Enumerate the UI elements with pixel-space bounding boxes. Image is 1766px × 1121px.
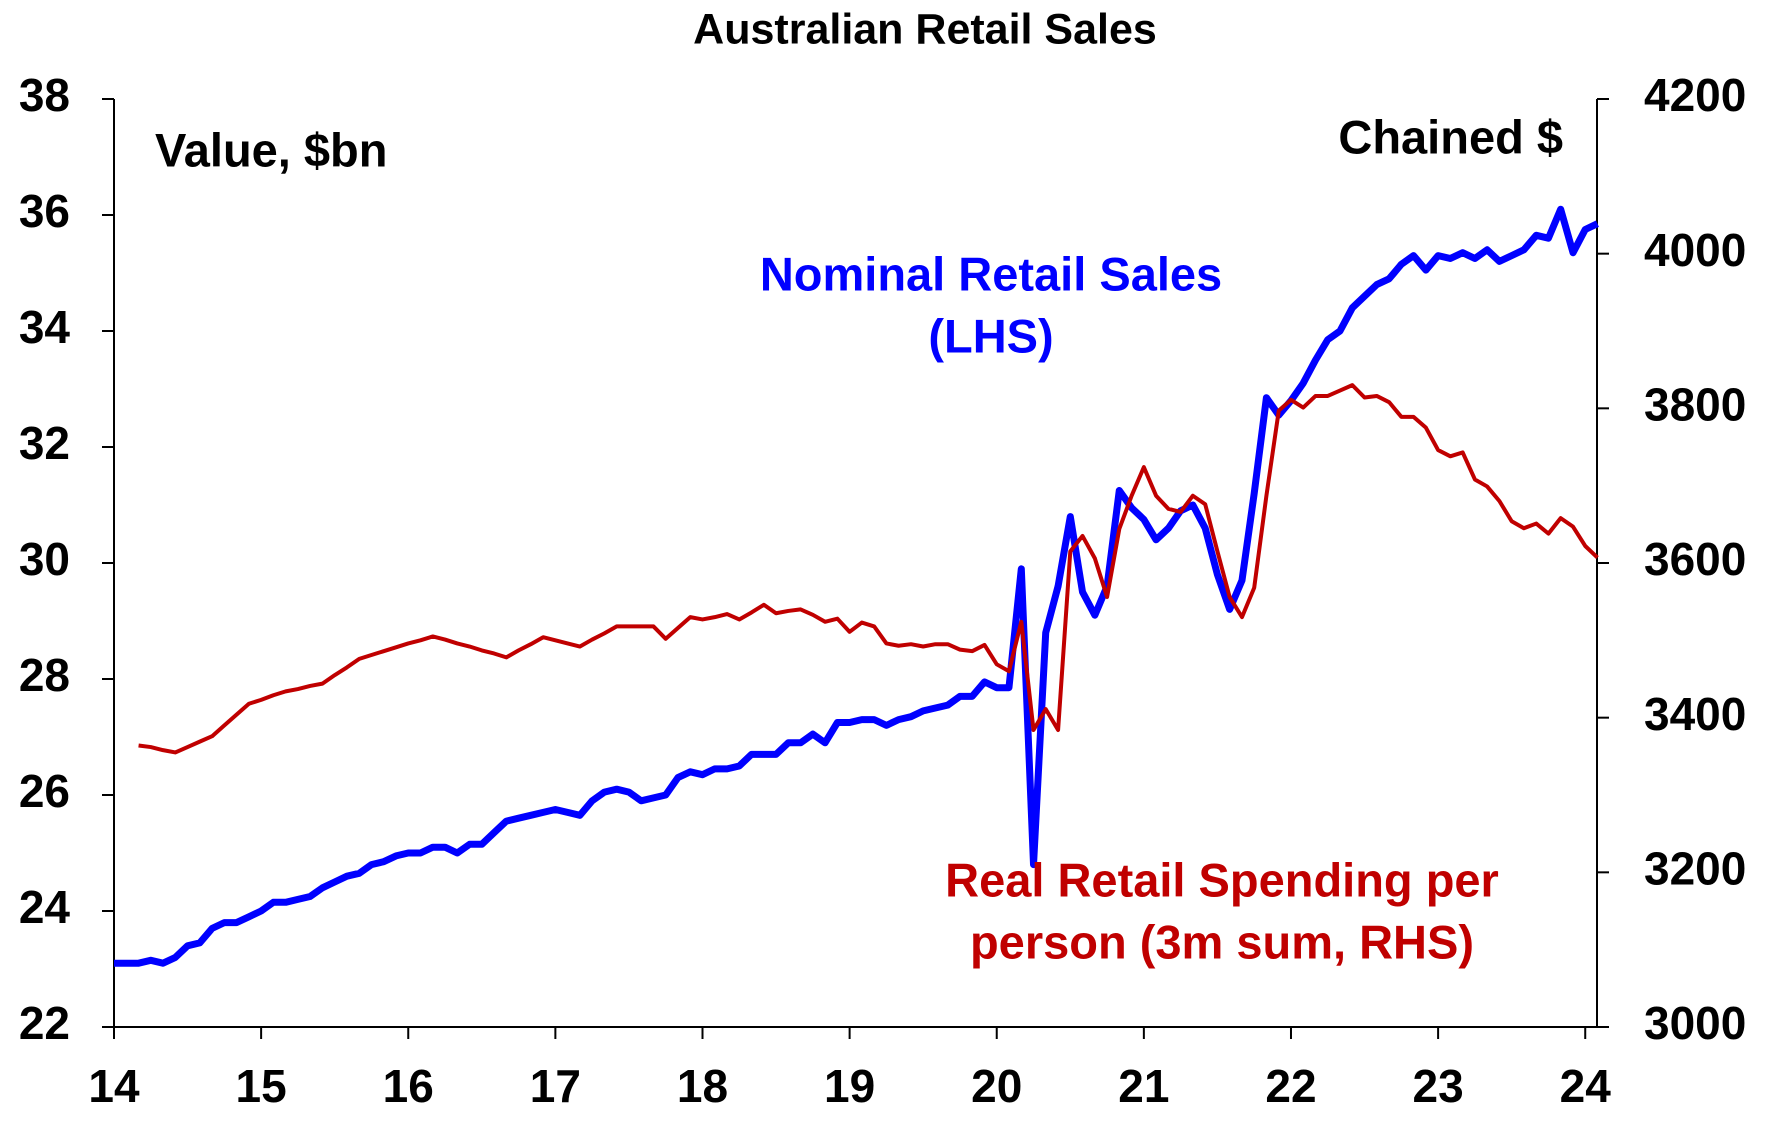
x-tick-label: 22 [1265, 1060, 1316, 1112]
y2-tick-label: 4200 [1644, 69, 1746, 121]
y2-tick-label: 3800 [1644, 378, 1746, 430]
annotation: Chained $ [1338, 110, 1563, 163]
annotation: Real Retail Spending per [945, 853, 1499, 906]
annotation: Value, $bn [155, 123, 387, 176]
y-tick-label: 38 [19, 69, 70, 121]
chart-title: Australian Retail Sales [693, 5, 1157, 53]
x-tick-label: 14 [88, 1060, 140, 1112]
y2-tick-label: 3400 [1644, 688, 1746, 740]
x-tick-label: 20 [971, 1060, 1022, 1112]
y2-tick-label: 4000 [1644, 224, 1746, 276]
x-tick-label: 17 [530, 1060, 581, 1112]
y2-tick-label: 3000 [1644, 997, 1746, 1049]
y2-tick-label: 3200 [1644, 842, 1746, 894]
series-line [138, 383, 1599, 755]
annotation: (LHS) [928, 309, 1053, 362]
y-tick-label: 30 [19, 533, 70, 585]
annotation: person (3m sum, RHS) [970, 915, 1474, 968]
annotation: Nominal Retail Sales [760, 247, 1222, 300]
y-tick-label: 24 [19, 881, 71, 933]
x-tick-label: 24 [1560, 1060, 1612, 1112]
y-tick-label: 28 [19, 649, 70, 701]
x-tick-label: 23 [1413, 1060, 1464, 1112]
series-line [114, 205, 1599, 967]
y-tick-label: 32 [19, 417, 70, 469]
x-tick-label: 19 [824, 1060, 875, 1112]
x-tick-label: 18 [677, 1060, 728, 1112]
x-tick-label: 21 [1118, 1060, 1169, 1112]
y-tick-label: 22 [19, 997, 70, 1049]
x-tick-label: 15 [236, 1060, 287, 1112]
x-tick-label: 16 [383, 1060, 434, 1112]
y2-tick-label: 3600 [1644, 533, 1746, 585]
y-tick-label: 36 [19, 185, 70, 237]
y-tick-label: 34 [19, 301, 71, 353]
y-tick-label: 26 [19, 765, 70, 817]
